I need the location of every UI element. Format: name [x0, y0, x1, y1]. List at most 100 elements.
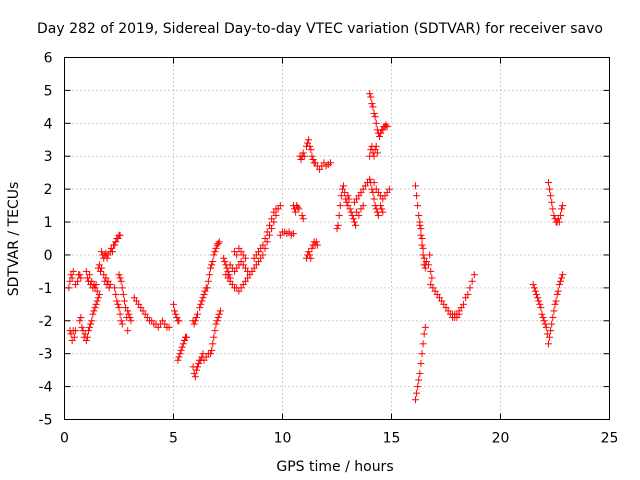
data-point — [294, 203, 302, 211]
data-point — [295, 205, 303, 213]
y-tick-label: -2 — [39, 314, 53, 330]
data-point — [175, 353, 183, 361]
data-point — [335, 211, 343, 219]
data-point — [379, 208, 387, 216]
data-point — [118, 320, 126, 328]
data-point — [298, 211, 306, 219]
data-point — [106, 281, 114, 289]
data-point — [86, 323, 94, 331]
axis-ticks — [64, 57, 610, 420]
data-point — [340, 182, 348, 190]
data-point — [176, 350, 184, 358]
data-point — [214, 239, 222, 247]
data-point — [305, 136, 313, 144]
data-point — [546, 185, 554, 193]
data-point — [418, 235, 426, 242]
y-tick-label: 0 — [44, 248, 53, 264]
data-point — [306, 251, 314, 259]
data-point — [544, 340, 552, 348]
data-point — [348, 211, 356, 219]
data-point — [265, 221, 273, 229]
data-point — [367, 93, 375, 101]
data-point — [419, 244, 427, 252]
y-tick-label: 4 — [44, 116, 53, 132]
data-point — [349, 215, 357, 223]
data-point — [117, 317, 125, 325]
data-point — [468, 277, 476, 285]
data-point — [93, 297, 101, 305]
data-point — [276, 202, 284, 210]
data-point — [212, 320, 220, 328]
data-point — [115, 304, 123, 312]
data-point — [214, 313, 222, 321]
data-point — [411, 182, 419, 190]
data-point — [91, 304, 99, 312]
data-point — [550, 211, 558, 219]
data-point — [125, 310, 133, 318]
data-point — [427, 267, 435, 275]
data-point — [553, 290, 561, 298]
y-axis-label: SDTVAR / TECUs — [6, 182, 22, 297]
grid-lines — [64, 57, 610, 420]
data-point — [417, 225, 425, 233]
data-point — [86, 271, 94, 279]
data-point — [299, 149, 307, 157]
data-point — [78, 323, 86, 331]
data-point — [90, 307, 98, 315]
data-point — [420, 330, 428, 338]
y-tick-label: -1 — [39, 281, 53, 297]
data-point — [111, 284, 119, 292]
data-point — [377, 202, 385, 210]
data-point — [556, 211, 564, 219]
data-point — [551, 300, 559, 308]
data-point — [418, 241, 426, 249]
data-point — [548, 198, 556, 206]
data-point — [213, 317, 221, 325]
data-point — [215, 310, 223, 318]
data-point — [470, 271, 478, 279]
data-point — [411, 396, 419, 404]
data-point — [70, 333, 78, 341]
data-point — [558, 274, 566, 282]
data-point — [305, 248, 313, 256]
data-point — [98, 264, 106, 272]
data-point — [108, 248, 116, 256]
data-point — [200, 290, 208, 298]
data-point — [126, 313, 134, 321]
data-point — [531, 287, 539, 295]
data-point — [416, 218, 424, 226]
data-point — [558, 205, 566, 213]
data-point — [534, 294, 542, 302]
data-point — [259, 241, 267, 249]
data-point — [540, 317, 548, 325]
data-point — [116, 231, 124, 239]
data-point — [414, 383, 422, 391]
data-point — [268, 215, 276, 223]
data-point — [536, 300, 544, 308]
data-point — [417, 360, 425, 368]
data-point — [84, 327, 92, 335]
data-point — [263, 228, 271, 236]
data-point — [76, 271, 84, 279]
y-tick-label: 3 — [44, 149, 53, 165]
data-point — [554, 287, 562, 295]
data-point — [116, 310, 124, 318]
data-point — [74, 277, 82, 285]
data-point — [124, 327, 132, 335]
data-point — [547, 192, 555, 200]
data-point — [414, 202, 422, 210]
data-point — [208, 261, 216, 269]
data-point — [192, 366, 200, 374]
data-point — [555, 281, 563, 289]
data-point — [76, 317, 84, 325]
data-point — [546, 333, 554, 341]
data-point — [205, 271, 213, 279]
data-point — [112, 290, 120, 298]
data-point — [89, 310, 97, 318]
data-point — [537, 304, 545, 312]
y-tick-label: 1 — [44, 215, 53, 231]
y-tick-labels: -5 -4 -3 -2 -1 0 1 2 3 4 5 6 — [39, 51, 53, 429]
data-point — [418, 350, 426, 358]
data-point — [366, 175, 374, 183]
